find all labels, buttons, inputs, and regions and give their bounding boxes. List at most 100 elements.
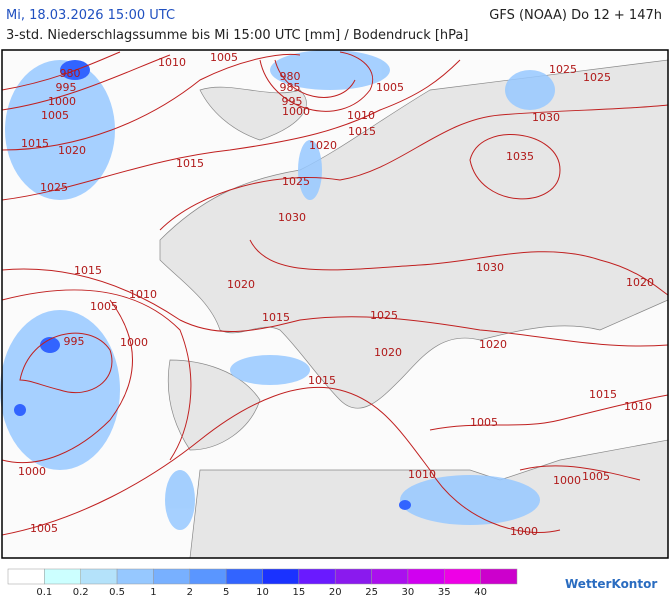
- isobar-label: 980: [280, 70, 301, 83]
- isobar-label: 1005: [376, 81, 404, 94]
- legend-label: 10: [256, 587, 269, 598]
- isobar-label: 1020: [309, 139, 337, 152]
- legend-label: 30: [402, 587, 415, 598]
- isobar-label: 1010: [624, 400, 652, 413]
- legend-swatch: [407, 568, 445, 585]
- isobar: [1, 299, 133, 464]
- isobar: [19, 332, 113, 394]
- isobar-label: 1010: [347, 109, 375, 122]
- isobar: [1, 54, 171, 111]
- isobar-label: 1015: [176, 157, 204, 170]
- isobar-label: 1000: [510, 525, 538, 538]
- legend-label: 1: [150, 587, 156, 598]
- legend-swatch: [262, 568, 300, 585]
- isobar-label: 1025: [549, 63, 577, 76]
- legend-swatch: [334, 568, 372, 585]
- isobar-label: 1005: [41, 109, 69, 122]
- isobar-label: 1015: [589, 388, 617, 401]
- isobars: [1, 51, 669, 536]
- datetime: Mi, 18.03.2026 15:00 UTC: [6, 8, 175, 23]
- logo: WetterKontor: [565, 577, 657, 591]
- isobar: [1, 51, 121, 91]
- precip-area: [399, 500, 411, 510]
- legend-swatch: [153, 568, 191, 585]
- legend: 0.1 0.2 0.5 1 2 5 10 15 20 25 30 35 40: [7, 568, 518, 598]
- isobar: [429, 394, 669, 431]
- precip-area: [230, 355, 310, 385]
- isobar-label: 980: [60, 67, 81, 80]
- precip-area: [400, 475, 540, 525]
- legend-label: 5: [223, 587, 229, 598]
- isobar-label: 1020: [58, 144, 86, 157]
- legend-swatch: [80, 568, 118, 585]
- isobar-label: 1030: [476, 261, 504, 274]
- isobar-label: 1020: [479, 338, 507, 351]
- isobar-label: 1020: [374, 346, 402, 359]
- isobar-label: 1005: [30, 522, 58, 535]
- isobar: [469, 134, 561, 200]
- isobar-label: 1020: [626, 276, 654, 289]
- map-area: [0, 49, 669, 559]
- isobar-label: 1025: [40, 181, 68, 194]
- isobar: [249, 239, 669, 296]
- isobar: [1, 289, 192, 461]
- isobar: [259, 51, 374, 112]
- legend-swatch: [444, 568, 481, 585]
- legend-swatch: [116, 568, 154, 585]
- legend-swatch: [44, 568, 81, 585]
- legend-label: 40: [474, 587, 487, 598]
- isobar-label: 1000: [553, 474, 581, 487]
- isobar-label: 1030: [278, 211, 306, 224]
- precipitation-heavy: [14, 60, 411, 510]
- isobar: [159, 104, 669, 231]
- isobar-label: 1000: [120, 336, 148, 349]
- isobar-label: 1015: [308, 374, 336, 387]
- isobar-label: 1025: [583, 71, 611, 84]
- legend-label: 25: [365, 587, 378, 598]
- legend-label: 0.5: [109, 587, 125, 598]
- isobar-label: 1000: [282, 105, 310, 118]
- isobar-label: 1005: [582, 470, 610, 483]
- precip-area: [270, 50, 390, 90]
- subtitle: 3-std. Niederschlagssumme bis Mi 15:00 U…: [6, 28, 468, 43]
- isobar-label: 1005: [90, 300, 118, 313]
- precip-area: [505, 70, 555, 110]
- isobar-label: 1030: [532, 111, 560, 124]
- legend-label: 0.2: [73, 587, 89, 598]
- land: [199, 86, 307, 141]
- isobar-label: 1025: [370, 309, 398, 322]
- isobar-label: 1015: [348, 125, 376, 138]
- isobar: [519, 465, 641, 481]
- isobar-label: 1015: [74, 264, 102, 277]
- isobar-label: 1000: [18, 465, 46, 478]
- isobar-label: 995: [64, 335, 85, 348]
- legend-label: 35: [438, 587, 451, 598]
- map-border: [1, 49, 669, 559]
- legend-swatch: [298, 568, 336, 585]
- legend-swatch: [480, 568, 518, 585]
- legend-label: 2: [187, 587, 193, 598]
- isobar-label: 985: [280, 81, 301, 94]
- legend-swatch: [225, 568, 263, 585]
- precip-area: [14, 404, 26, 416]
- precipitation: [0, 50, 555, 530]
- isobar-label: 1035: [506, 150, 534, 163]
- legend-swatch: [189, 568, 227, 585]
- legend-swatch: [371, 568, 409, 585]
- isobar-label: 995: [282, 95, 303, 108]
- isobar-label: 1020: [227, 278, 255, 291]
- isobar: [1, 268, 669, 347]
- isobar-label: 1010: [158, 56, 186, 69]
- isobar-label: 1005: [470, 416, 498, 429]
- isobar: [1, 386, 561, 536]
- precip-area: [298, 140, 322, 200]
- isobar-label: 1025: [282, 175, 310, 188]
- precip-area: [40, 337, 60, 353]
- isobar-label: 1015: [21, 137, 49, 150]
- legend-swatch: [7, 568, 45, 585]
- isobar-label: 1010: [408, 468, 436, 481]
- isobar: [1, 59, 461, 201]
